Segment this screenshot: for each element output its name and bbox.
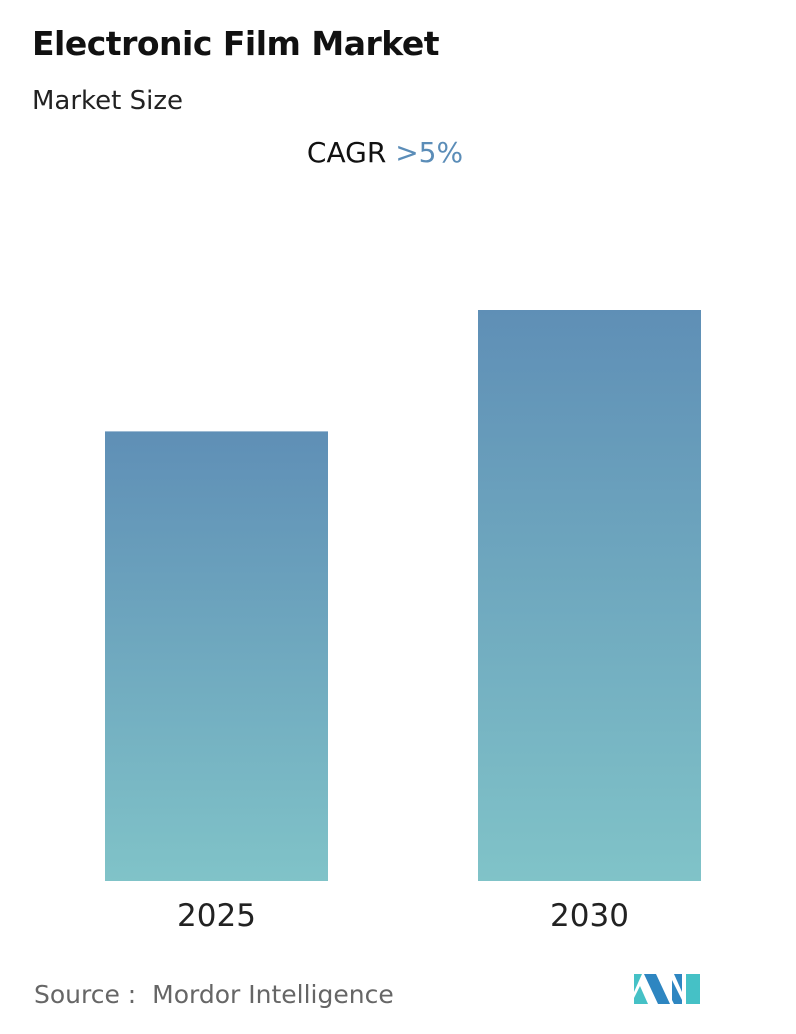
cagr-value: >5%: [395, 136, 464, 169]
chart-subtitle: Market Size: [32, 86, 184, 116]
cagr-label: CAGR: [306, 136, 387, 169]
cagr-annotation: CAGR >5%: [0, 136, 770, 169]
source-name: Mordor Intelligence: [152, 980, 394, 1009]
x-tick-label: 2030: [550, 898, 629, 934]
source-note: Source : Mordor Intelligence: [34, 980, 394, 1009]
bar-2030: [478, 310, 701, 881]
bar-chart: 2025 2030: [105, 310, 701, 934]
bar-2025: [105, 431, 328, 881]
mordor-intelligence-logo: [634, 974, 700, 1004]
source-label: Source :: [34, 980, 137, 1009]
x-tick-label: 2025: [177, 898, 256, 934]
chart-title: Electronic Film Market: [32, 24, 440, 63]
